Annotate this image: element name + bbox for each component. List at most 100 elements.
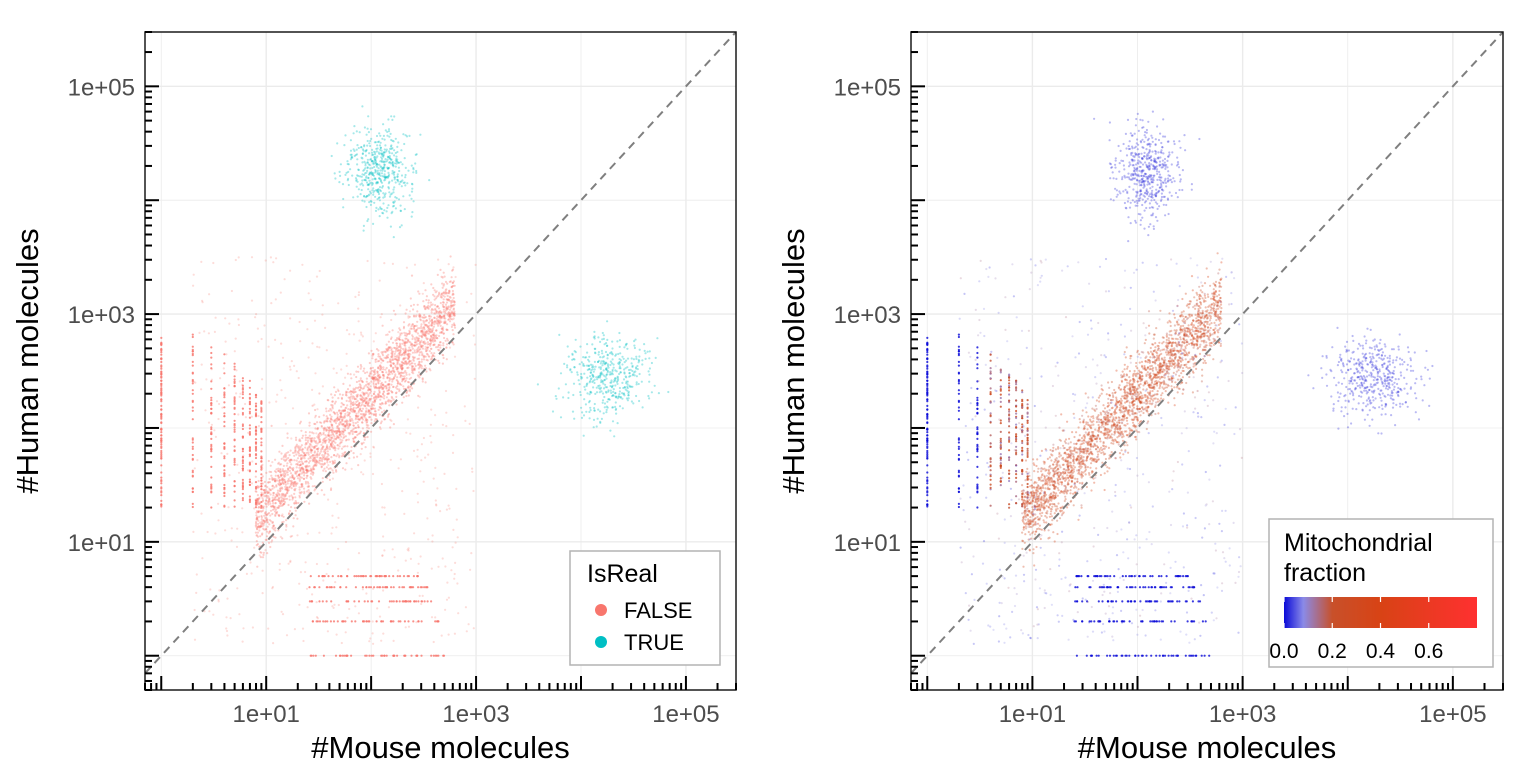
point-true (612, 380, 615, 383)
point-false (313, 422, 316, 425)
point-false (274, 458, 277, 461)
point-false (344, 631, 347, 634)
point-false (404, 350, 407, 353)
point-true (615, 380, 619, 383)
point-false (331, 514, 334, 517)
point-false (254, 413, 258, 416)
point-false (280, 486, 283, 489)
point-false (275, 493, 278, 496)
point-false (453, 310, 456, 313)
point-true (399, 180, 402, 184)
point-false (926, 482, 929, 485)
point-true (588, 355, 591, 358)
point-false (447, 633, 450, 636)
point-false (351, 429, 354, 432)
point-false (233, 384, 236, 387)
point-false (378, 389, 381, 392)
point-false (446, 343, 449, 346)
point-false (203, 330, 206, 333)
point-false (330, 438, 333, 441)
point-false (420, 367, 423, 370)
point-true (378, 189, 382, 192)
point-false (265, 471, 268, 474)
point-false (421, 292, 424, 295)
point-true (372, 222, 375, 225)
point-false (379, 367, 382, 370)
point-false (295, 502, 298, 505)
point-false (160, 343, 163, 346)
point-false (359, 377, 362, 380)
point-false (453, 324, 456, 327)
point-false (377, 387, 381, 390)
point-false (415, 348, 419, 351)
point-false (336, 427, 339, 430)
point-false (360, 415, 363, 418)
point-false (422, 300, 425, 303)
point-false (338, 442, 341, 445)
point-false (433, 343, 436, 346)
point-false (248, 407, 251, 410)
point-false (370, 430, 373, 433)
point-false (271, 508, 275, 511)
point-false (407, 338, 410, 341)
point-false (260, 479, 263, 482)
point-false (370, 394, 373, 397)
point-false (392, 385, 395, 389)
point-true (582, 434, 585, 437)
point-false (315, 620, 318, 623)
point-false (439, 510, 442, 513)
point-false (274, 501, 277, 505)
point-true (593, 368, 596, 371)
point-true (602, 334, 605, 337)
point-false (273, 506, 276, 509)
point-true (613, 378, 616, 381)
point-false (295, 370, 298, 373)
point-false (362, 575, 365, 578)
point-true (373, 156, 376, 159)
point-false (209, 588, 212, 591)
point-true (379, 152, 383, 155)
point-true (382, 134, 385, 137)
point-false (367, 386, 370, 389)
point-false (313, 403, 316, 406)
point-true (392, 140, 395, 143)
point-true (345, 171, 348, 174)
point-false (344, 540, 348, 544)
point-false (957, 400, 961, 403)
point-true (372, 193, 375, 196)
point-false (363, 438, 366, 441)
point-false (380, 313, 383, 316)
point-false (434, 466, 437, 469)
point-false (446, 581, 449, 584)
point-false (926, 370, 929, 373)
point-true (598, 387, 601, 390)
point-false (210, 423, 213, 426)
point-true (371, 151, 374, 154)
point-false (379, 364, 382, 367)
point-false (326, 630, 329, 633)
point-false (313, 468, 316, 471)
point-false (263, 514, 266, 517)
point-false (281, 537, 284, 540)
point-false (427, 301, 430, 304)
point-false (448, 290, 451, 293)
point-true (644, 352, 647, 355)
point-true (622, 386, 625, 390)
point-false (370, 422, 373, 425)
point-false (350, 390, 354, 393)
point-false (321, 447, 324, 450)
point-false (251, 626, 254, 629)
point-false (223, 391, 226, 394)
point-false (191, 505, 194, 509)
point-false (413, 349, 416, 352)
point-true (599, 410, 602, 413)
point-false (363, 394, 366, 397)
point-false (381, 586, 384, 589)
point-false (439, 321, 442, 324)
point-true (365, 181, 369, 184)
point-true (609, 373, 613, 376)
point-false (263, 520, 266, 524)
point-false (333, 603, 336, 606)
point-true (360, 146, 363, 149)
point-false (470, 552, 473, 555)
